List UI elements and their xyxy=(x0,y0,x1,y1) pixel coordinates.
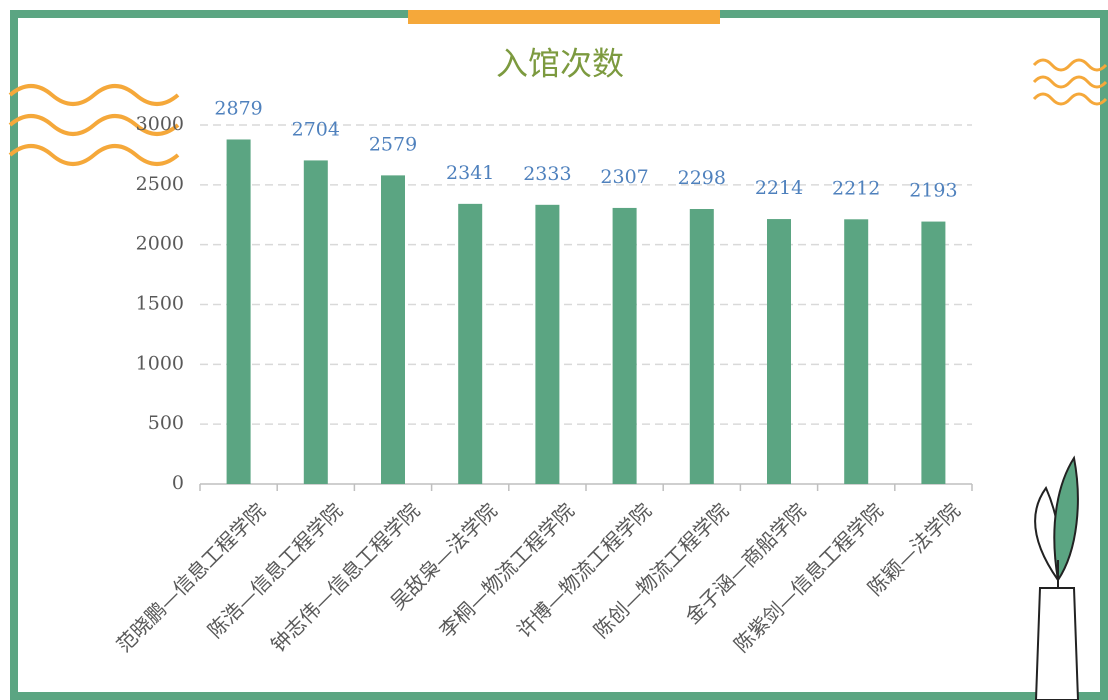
bar xyxy=(613,208,637,484)
data-label: 2212 xyxy=(832,177,880,199)
wave xyxy=(10,86,178,104)
wave xyxy=(1034,60,1106,70)
data-label: 2579 xyxy=(369,133,417,155)
x-tick-label: 陈创—物流工程学院 xyxy=(589,498,733,642)
data-label: 2704 xyxy=(292,118,340,140)
y-tick-label: 0 xyxy=(172,472,184,494)
bar xyxy=(458,204,482,484)
bar xyxy=(921,222,945,484)
data-label: 2298 xyxy=(678,167,726,189)
wave xyxy=(10,146,178,164)
plant xyxy=(1035,458,1078,700)
bar xyxy=(227,139,251,484)
x-tick-label: 范晓鹏—信息工程学院 xyxy=(112,498,270,656)
pot xyxy=(1036,588,1078,700)
bar xyxy=(535,205,559,484)
chart-title: 入馆次数 xyxy=(496,45,624,83)
y-tick-label: 1000 xyxy=(136,352,184,374)
x-tick-label: 陈紫剑—信息工程学院 xyxy=(729,498,887,656)
x-tick-label: 许博—物流工程学院 xyxy=(512,498,656,642)
chart: 入馆次数 0 500 1000 1500 2000 2500 3000 范晓鹏—信息工程学院 2… xyxy=(0,0,1108,700)
bar xyxy=(304,160,328,484)
data-label: 2307 xyxy=(600,166,648,188)
y-tick-label: 1500 xyxy=(136,293,184,315)
x-tick-label: 李桐—物流工程学院 xyxy=(435,498,579,642)
y-tick-label: 500 xyxy=(148,412,184,434)
data-label: 2879 xyxy=(214,97,262,119)
wave xyxy=(1034,77,1106,87)
bar xyxy=(690,209,714,484)
waves-right xyxy=(1034,60,1106,104)
x-tick-label: 陈浩—信息工程学院 xyxy=(203,498,347,642)
data-label: 2193 xyxy=(909,180,957,202)
wave xyxy=(1034,94,1106,104)
y-tick-label: 2000 xyxy=(136,233,184,255)
top-accent xyxy=(408,10,720,24)
data-label: 2341 xyxy=(446,162,494,184)
bar xyxy=(381,175,405,484)
y-tick-label: 3000 xyxy=(136,113,184,135)
data-label: 2214 xyxy=(755,177,803,199)
bar xyxy=(844,219,868,484)
x-tick-label: 钟志伟—信息工程学院 xyxy=(266,498,424,656)
bar xyxy=(767,219,791,484)
data-label: 2333 xyxy=(523,163,571,185)
y-tick-label: 2500 xyxy=(136,173,184,195)
